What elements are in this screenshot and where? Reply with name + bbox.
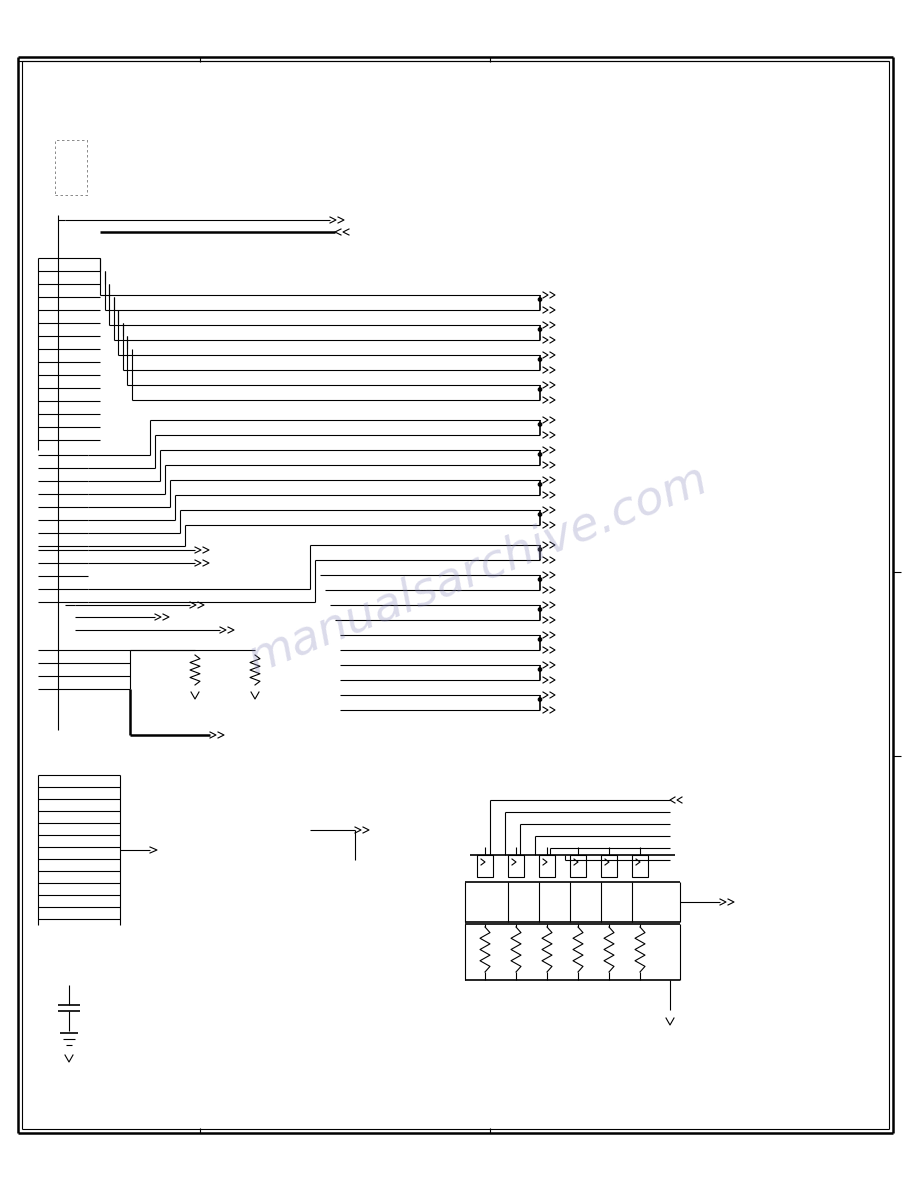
Circle shape [538, 482, 542, 486]
Bar [601, 855, 617, 877]
Circle shape [538, 453, 542, 456]
Circle shape [538, 298, 542, 302]
Bar [539, 855, 555, 877]
Circle shape [538, 668, 542, 671]
Circle shape [538, 697, 542, 701]
Bar [508, 855, 524, 877]
Text: manualsarchive.com: manualsarchive.com [241, 457, 714, 683]
Bar [55, 140, 87, 195]
Circle shape [538, 548, 542, 551]
Circle shape [538, 387, 542, 391]
Circle shape [538, 423, 542, 426]
Circle shape [538, 608, 542, 612]
Circle shape [538, 358, 542, 361]
Circle shape [538, 577, 542, 581]
Bar [477, 855, 493, 877]
Circle shape [538, 638, 542, 642]
Bar [570, 855, 586, 877]
Circle shape [538, 513, 542, 517]
Circle shape [538, 328, 542, 331]
Bar [632, 855, 648, 877]
